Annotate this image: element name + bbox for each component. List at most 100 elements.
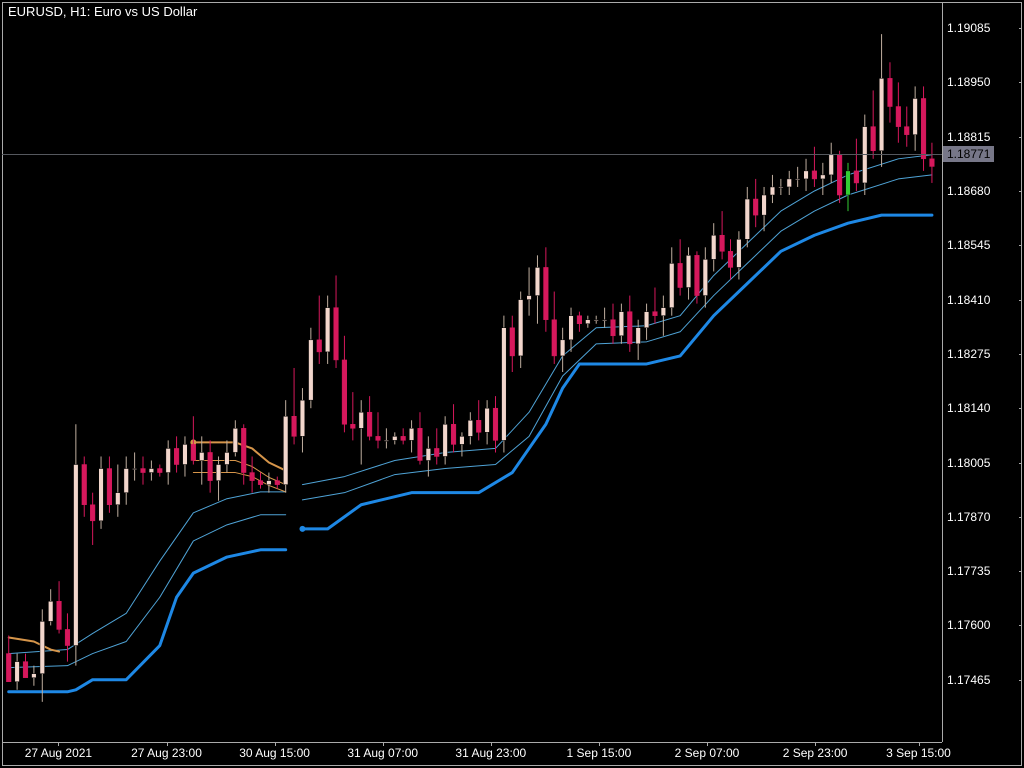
candle-body [451, 424, 456, 444]
indicator-line [302, 155, 931, 485]
candle-body [821, 175, 826, 179]
candle-body [745, 199, 750, 239]
candle-body [737, 239, 742, 267]
chart-container: EURUSD, H1: Euro vs US Dollar 1.18771 1.… [0, 0, 1024, 768]
candle-body [879, 78, 884, 150]
candle-body [351, 424, 356, 428]
candle-body [233, 428, 238, 452]
candle-body [653, 312, 658, 316]
candle-body [787, 179, 792, 187]
candle-body [225, 452, 230, 464]
candle-body [930, 159, 935, 167]
indicator-dot [299, 526, 305, 532]
price-axis-label: 1.18815 [947, 130, 990, 144]
candle-body [535, 267, 540, 295]
candle-body [141, 469, 146, 473]
time-axis-label: 31 Aug 07:00 [347, 746, 418, 760]
candle-body [627, 312, 632, 344]
candle-body [552, 320, 557, 356]
candle-body [586, 320, 591, 324]
candle-body [392, 436, 397, 440]
candle-body [485, 408, 490, 432]
candle-body [250, 473, 255, 481]
candle-body [493, 408, 498, 440]
time-axis: 27 Aug 202127 Aug 23:0030 Aug 15:0031 Au… [2, 742, 942, 766]
price-axis-label: 1.17870 [947, 510, 990, 524]
candle-body [434, 448, 439, 456]
chart-title: EURUSD, H1: Euro vs US Dollar [8, 4, 197, 19]
candle-body [560, 340, 565, 356]
indicator-line [193, 442, 285, 470]
candle-body [15, 662, 20, 682]
candle-body [669, 263, 674, 307]
candle-body [65, 629, 70, 645]
candle-body [48, 601, 53, 621]
candle-body [871, 127, 876, 151]
candle-body [569, 316, 574, 340]
candle-body [409, 428, 414, 440]
candle-body [779, 187, 784, 188]
price-axis-label: 1.18680 [947, 184, 990, 198]
candle-body [325, 308, 330, 352]
time-axis-label: 2 Sep 07:00 [675, 746, 740, 760]
candle-body [711, 235, 716, 259]
candle-body [460, 436, 465, 444]
candle-body [594, 320, 599, 321]
plot-area[interactable] [2, 2, 942, 742]
candle-body [359, 412, 364, 428]
candle-body [636, 328, 641, 344]
candle-body [904, 127, 909, 135]
candle-body [913, 98, 918, 134]
price-axis-label: 1.18950 [947, 75, 990, 89]
candle-body [309, 340, 314, 400]
candle-body [577, 316, 582, 324]
candle-body [157, 469, 162, 473]
candle-body [275, 481, 280, 485]
candle-body [804, 171, 809, 179]
candle-body [57, 601, 62, 629]
candle-body [74, 465, 79, 646]
current-price-line [2, 154, 942, 155]
candle-body [921, 98, 926, 158]
candle-body [376, 436, 381, 440]
candle-body [770, 187, 775, 195]
candle-body [82, 465, 87, 505]
candle-body [728, 251, 733, 267]
candle-body [720, 235, 725, 251]
candle-body [686, 255, 691, 287]
indicator-line [9, 492, 286, 654]
candle-body [191, 444, 196, 460]
candle-body [619, 312, 624, 336]
candle-body [854, 171, 859, 183]
candle-body [6, 654, 11, 682]
candle-body [502, 328, 507, 441]
candle-body [795, 179, 800, 180]
candle-body [300, 400, 305, 436]
candle-body [602, 320, 607, 321]
candle-body [283, 416, 288, 484]
candle-body [896, 107, 901, 127]
candle-body [518, 300, 523, 356]
candle-body [174, 448, 179, 464]
candle-body [544, 267, 549, 319]
candle-body [468, 420, 473, 436]
candle-body [837, 155, 842, 195]
candle-body [183, 444, 188, 464]
candle-body [208, 452, 213, 480]
candle-body [116, 493, 121, 505]
price-axis-label: 1.19085 [947, 21, 990, 35]
indicator-line [9, 637, 59, 651]
candle-body [267, 481, 272, 485]
indicator-line [302, 175, 931, 500]
candle-body [829, 155, 834, 175]
candle-body [367, 412, 372, 436]
candle-body [418, 428, 423, 460]
candle-body [334, 308, 339, 360]
candle-body [342, 360, 347, 424]
candle-body [695, 255, 700, 295]
candle-body [476, 420, 481, 432]
candle-body [661, 308, 666, 316]
price-axis-label: 1.17465 [947, 673, 990, 687]
candle-body [241, 428, 246, 472]
candle-body [753, 199, 758, 215]
